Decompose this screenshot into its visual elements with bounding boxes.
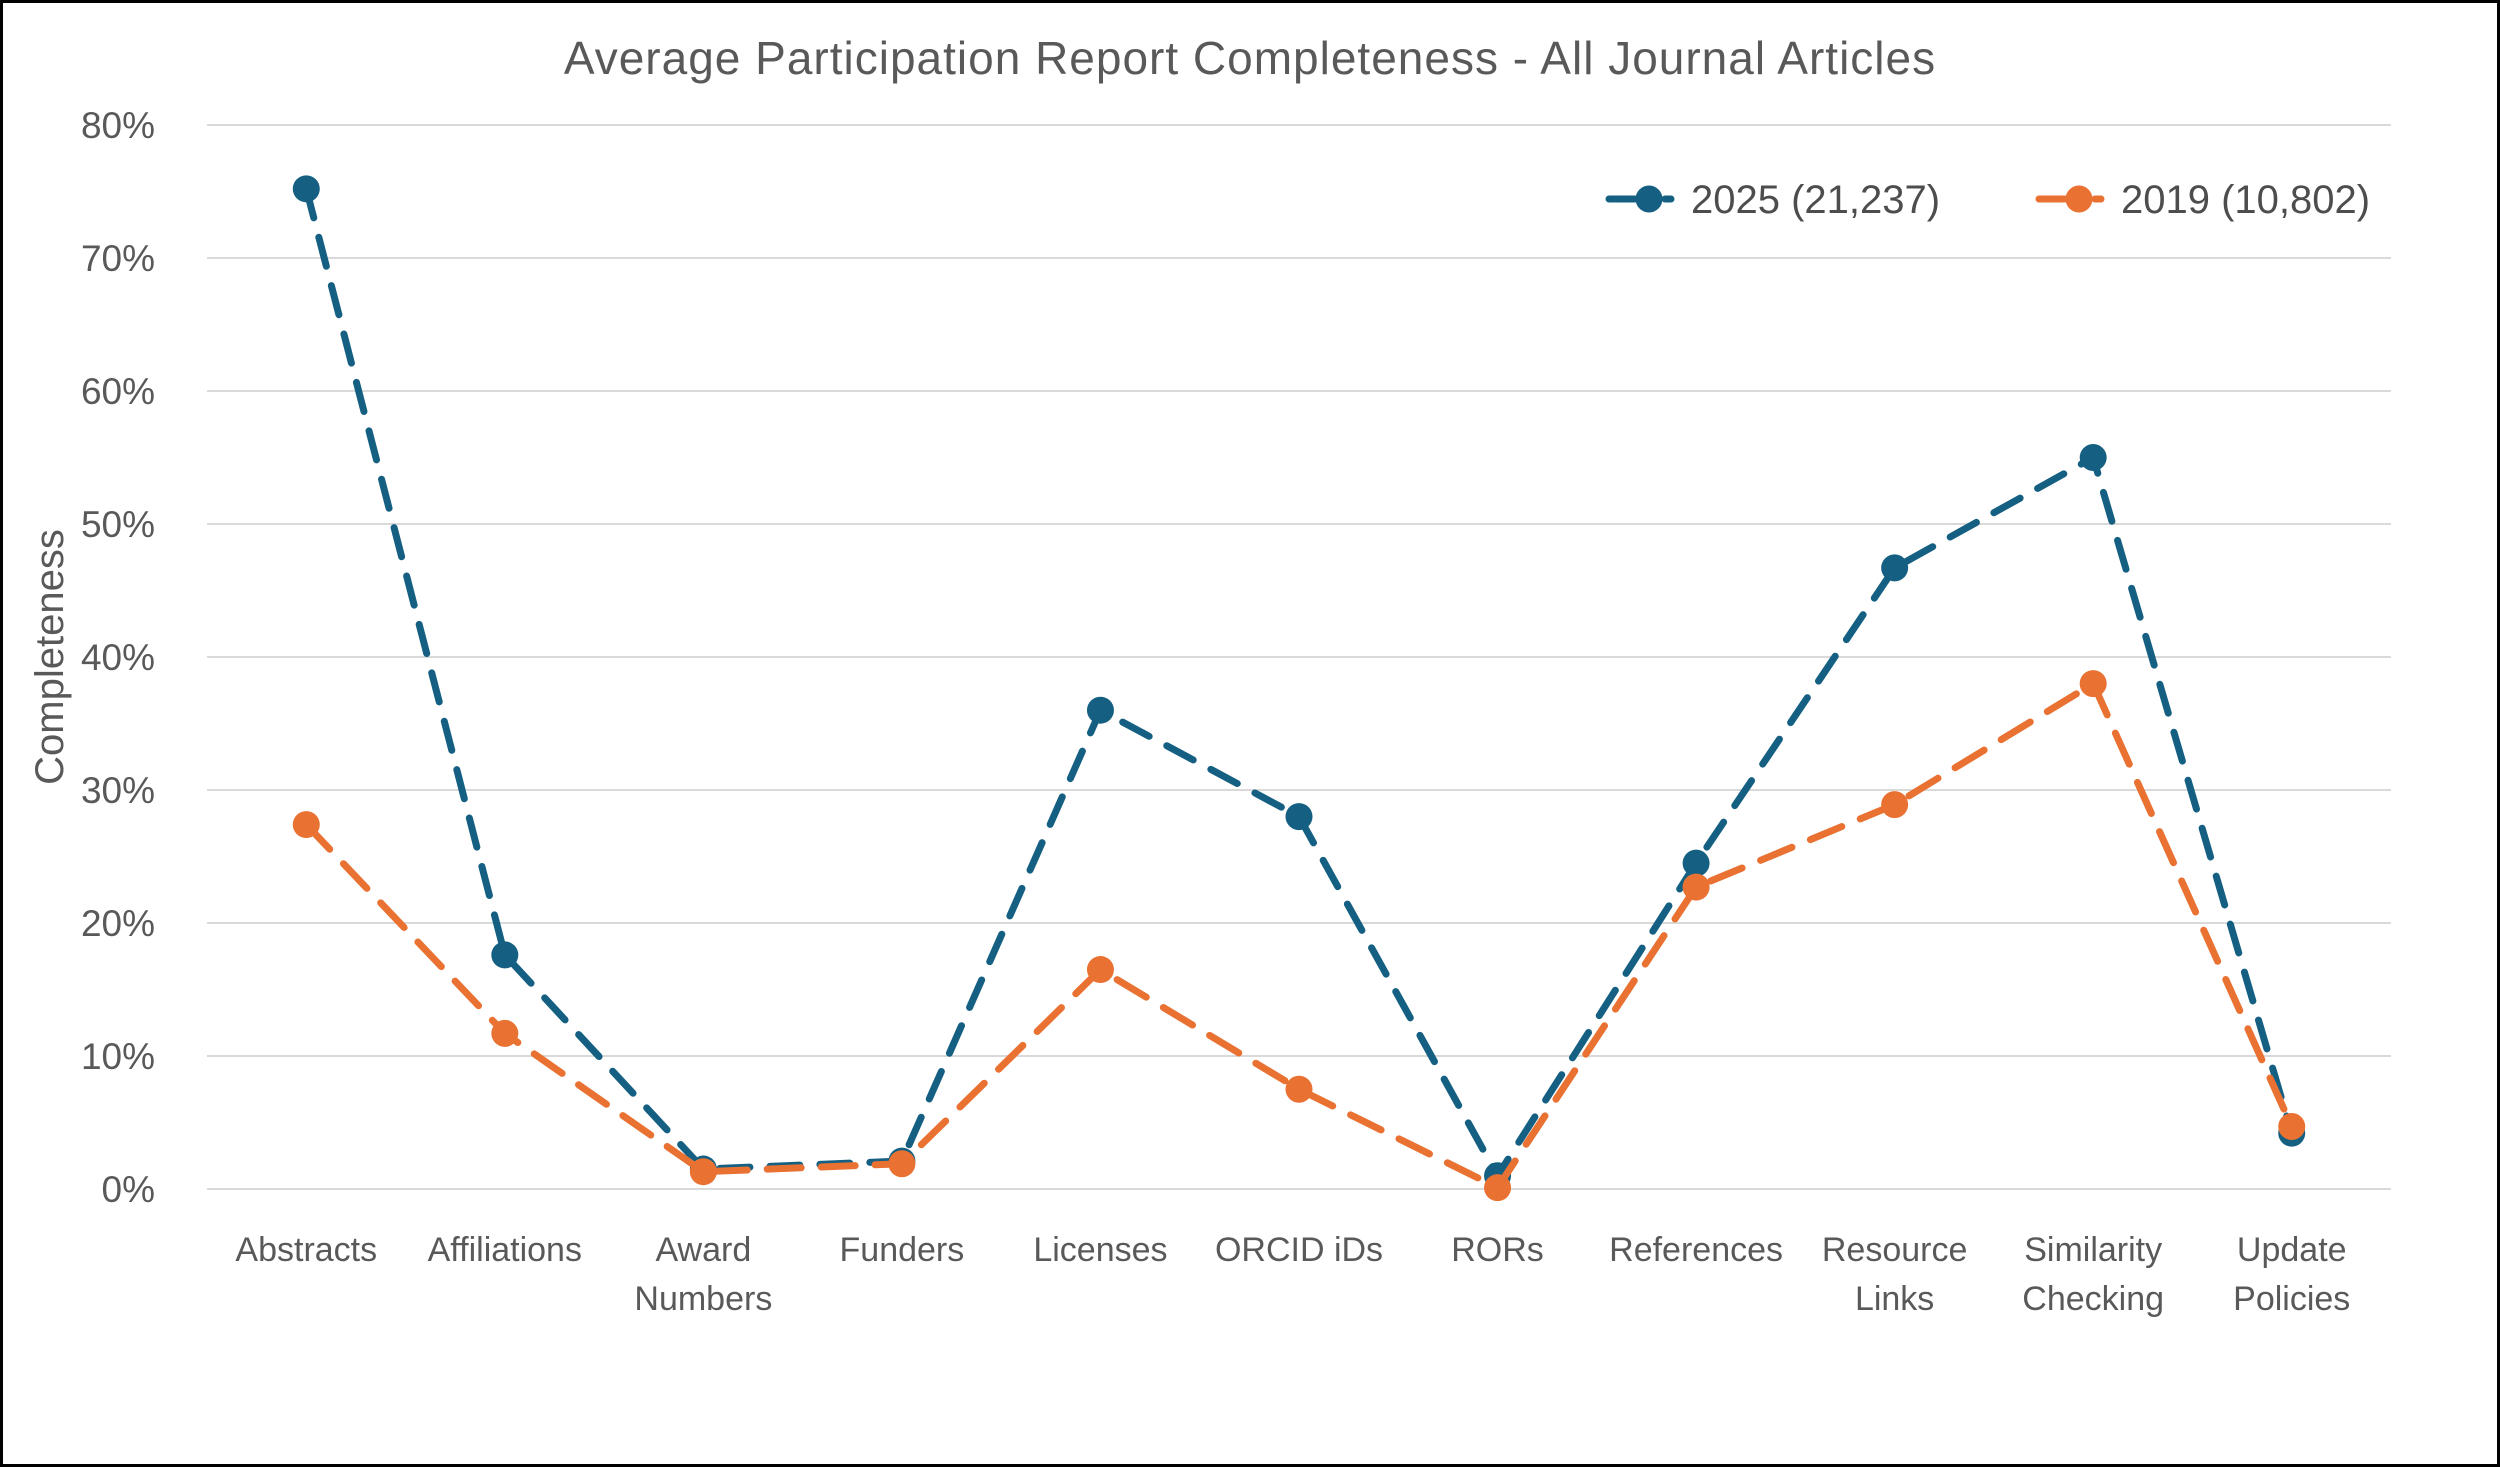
x-tick-label: Similarity [2024, 1231, 2162, 1269]
y-tick-label: 70% [81, 238, 155, 279]
data-point-2019-references [1682, 873, 1710, 901]
x-tick-label: Policies [2233, 1280, 2350, 1318]
data-point-2019-update-policies [2278, 1112, 2306, 1140]
y-tick-label: 40% [81, 637, 155, 678]
x-tick-label: Update [2237, 1231, 2347, 1269]
data-point-2019-abstracts [292, 811, 320, 839]
legend-marker-2025 [1635, 185, 1663, 213]
data-point-2025-similarity-checking [2079, 444, 2107, 471]
x-tick-label: Numbers [634, 1280, 772, 1318]
x-tick-label: Checking [2022, 1280, 2164, 1318]
x-tick-label: References [1609, 1231, 1783, 1269]
y-tick-label: 30% [81, 770, 155, 811]
x-tick-label: RORs [1451, 1231, 1544, 1269]
y-tick-label: 60% [81, 371, 155, 412]
data-point-2019-rors [1484, 1174, 1512, 1202]
y-axis-title: Completeness [28, 529, 72, 785]
data-point-2019-similarity-checking [2079, 670, 2107, 698]
data-point-2025-references [1682, 849, 1710, 877]
x-tick-label: Resource [1822, 1231, 1968, 1269]
plot-area: 0% 10% 20% 30% 40% 50% 60% 70% 80% Completeness Ab… [28, 105, 2391, 1318]
data-point-2025-orcid-ids [1285, 803, 1313, 831]
x-tick-label: Funders [840, 1231, 965, 1269]
series-line-2025 [302, 185, 2296, 1183]
data-point-2025-abstracts [292, 175, 320, 203]
x-tick-label: Links [1855, 1280, 1934, 1318]
chart-title: Average Participation Report Completenes… [563, 32, 1937, 84]
data-point-2025-resource-links [1881, 554, 1909, 582]
legend-label-2025: 2025 (21,237) [1691, 178, 1940, 222]
data-point-2019-award-numbers [689, 1158, 717, 1186]
x-tick-label: Abstracts [235, 1231, 377, 1269]
y-tick-label: 50% [81, 504, 155, 545]
series-line-2019 [302, 678, 2296, 1193]
data-point-2019-orcid-ids [1285, 1075, 1313, 1103]
x-tick-label: Award [655, 1231, 751, 1269]
y-tick-label: 80% [81, 105, 155, 146]
x-tick-label: ORCID iDs [1215, 1231, 1383, 1269]
y-tick-label: 10% [81, 1036, 155, 1077]
data-point-2019-funders [888, 1150, 916, 1178]
legend-marker-2019 [2065, 185, 2093, 213]
data-point-2025-licenses [1086, 696, 1114, 724]
x-tick-label: Affiliations [428, 1231, 582, 1269]
data-point-2019-affiliations [491, 1019, 519, 1047]
data-point-2025-affiliations [491, 941, 519, 969]
data-point-2019-resource-links [1881, 791, 1909, 819]
y-tick-label: 0% [102, 1169, 155, 1210]
legend-label-2019: 2019 (10,802) [2121, 178, 2370, 222]
y-tick-label: 20% [81, 903, 155, 944]
data-point-2019-licenses [1086, 956, 1114, 984]
x-tick-label: Licenses [1033, 1231, 1167, 1269]
